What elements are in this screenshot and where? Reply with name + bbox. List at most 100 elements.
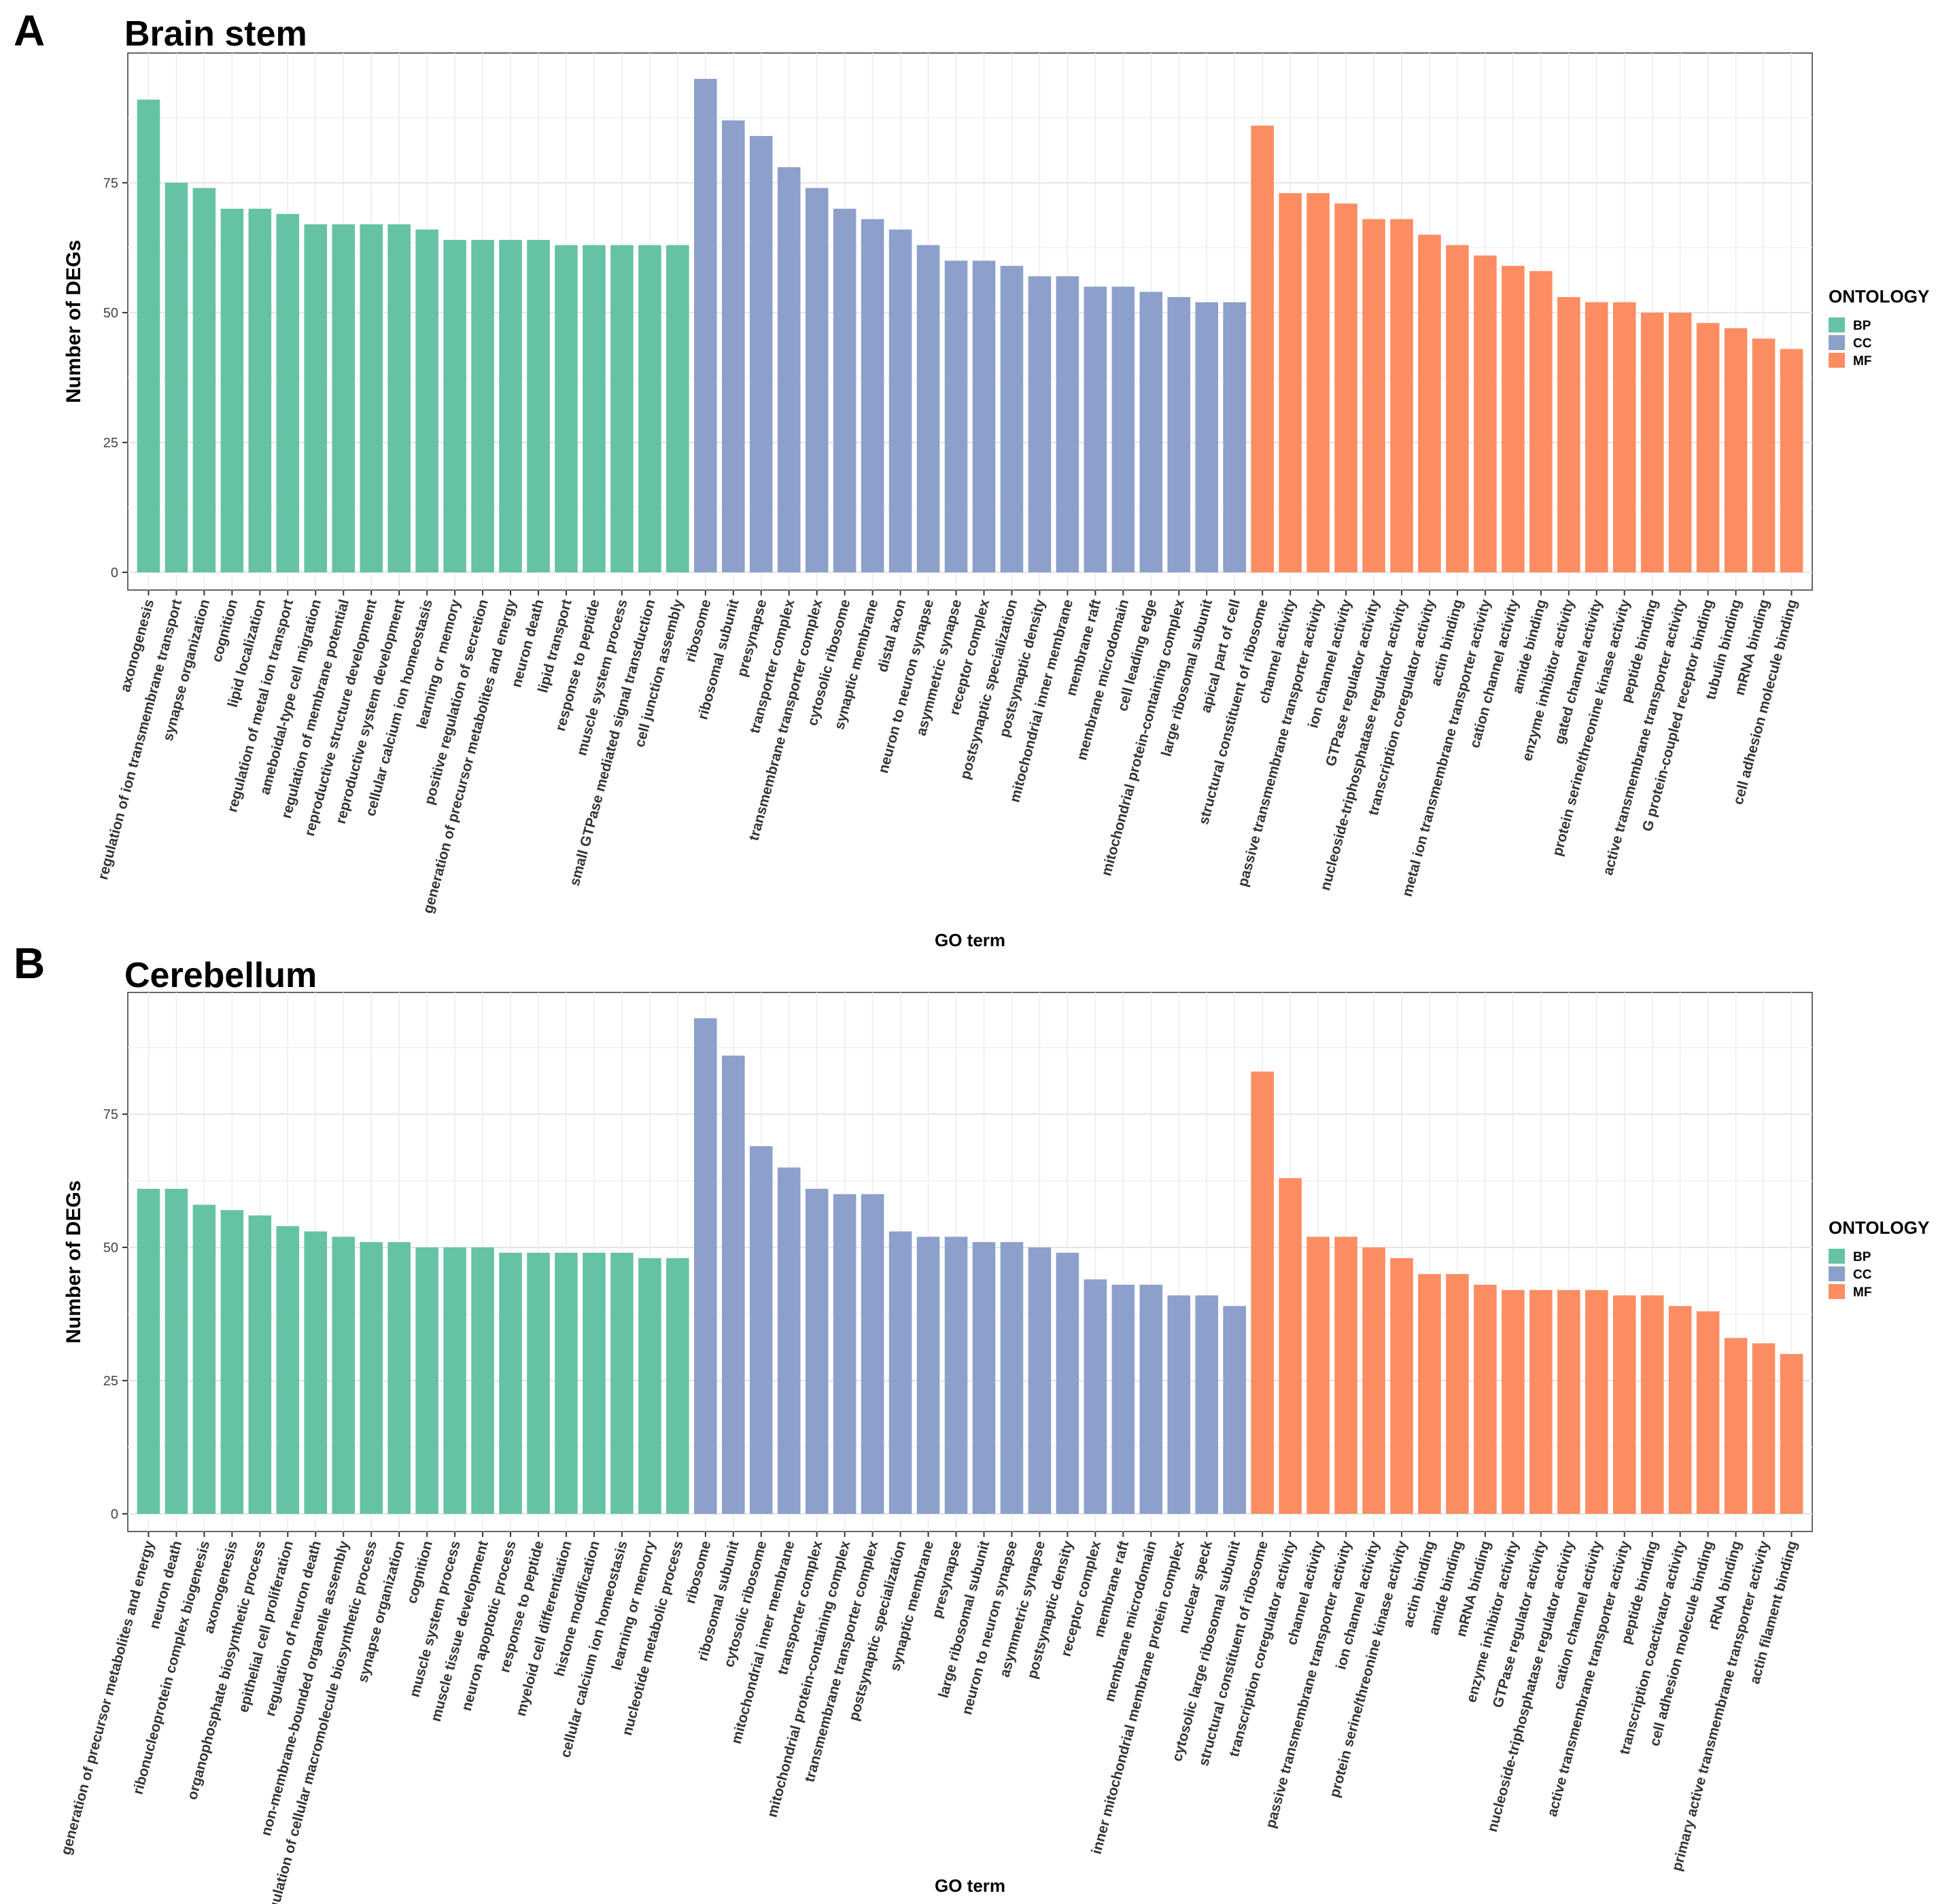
bar-neuron-apoptotic-process xyxy=(499,1252,522,1514)
bar-apical-part-of-cell xyxy=(1223,302,1246,572)
y-tick-label: 50 xyxy=(103,306,118,321)
bar-passive-transmembrane-transporter-activity xyxy=(1334,1236,1357,1514)
bar-mrna-binding xyxy=(1474,1284,1497,1514)
bars xyxy=(137,79,1803,573)
bar-postsynaptic-specialization xyxy=(888,1231,912,1514)
legend-swatch-cc xyxy=(1829,1266,1845,1281)
bar-amide-binding xyxy=(1529,271,1553,572)
bar-cation-channel-activity xyxy=(1502,266,1525,572)
legend-label-bp: BP xyxy=(1853,1250,1871,1264)
bar-receptor-complex xyxy=(972,260,996,572)
bar-membrane-microdomain xyxy=(1139,1284,1163,1514)
bar-passive-transmembrane-transporter-activity xyxy=(1307,193,1330,572)
bar-actin-filament-binding xyxy=(1780,1353,1803,1514)
bar-large-ribosomal-subunit xyxy=(972,1242,996,1514)
bar-cellular-calcium-ion-homeostasis xyxy=(610,1252,634,1514)
bar-regulation-of-membrane-potential xyxy=(332,224,356,572)
bar-non-membrane-bounded-organelle-assembly xyxy=(332,1236,356,1514)
bar-lipid-transport xyxy=(555,245,578,572)
bars xyxy=(137,1018,1803,1514)
bar-presynapse xyxy=(749,136,773,572)
bar-transporter-complex xyxy=(805,1188,829,1514)
bar-regulation-of-ion-transmembrane-transport xyxy=(165,182,188,572)
x-axis-title: GO term xyxy=(935,1875,1005,1896)
bar-mitochondrial-protein-containing-complex xyxy=(833,1194,857,1514)
bar-nucleoside-triphosphatase-regulator-activity xyxy=(1390,219,1413,572)
bar-regulation-of-cellular-macromolecule-biosynthetic-process xyxy=(360,1242,383,1514)
legend-label-cc: CC xyxy=(1853,1268,1872,1282)
bar-active-transmembrane-transporter-activity xyxy=(1612,1295,1636,1514)
bar-response-to-peptide xyxy=(527,1252,550,1514)
bar-neuron-to-neuron-synapse xyxy=(916,245,940,572)
bar-generation-of-precursor-metabolites-and-energy xyxy=(499,239,522,572)
y-tick-label: 0 xyxy=(111,566,118,581)
bar-presynapse xyxy=(944,1236,968,1514)
x-tick-label: cognition xyxy=(209,598,241,663)
bar-ribosome xyxy=(694,1018,717,1514)
panel-title-brain-stem: Brain stem xyxy=(124,14,307,54)
bar-lipid-localization xyxy=(248,209,272,573)
y-tick-label: 25 xyxy=(103,436,118,451)
y-axis-title: Number of DEGs xyxy=(63,1180,85,1343)
bar-metal-ion-transmembrane-transporter-activity xyxy=(1474,255,1497,572)
bar-postsynaptic-density xyxy=(1056,1252,1079,1514)
x-tick-label: cell adhesion molecule binding xyxy=(1730,598,1800,806)
legend: ONTOLOGY BP CC MF xyxy=(1829,286,1929,368)
bar-ribosome xyxy=(694,79,717,572)
bar-peptide-binding xyxy=(1640,312,1664,572)
legend-swatch-bp xyxy=(1829,317,1845,332)
y-tick-label: 75 xyxy=(103,1107,118,1122)
bar-regulation-of-metal-ion-transport xyxy=(276,213,300,573)
bar-organophosphate-biosynthetic-process xyxy=(248,1215,272,1514)
bar-amide-binding xyxy=(1446,1274,1469,1514)
bar-ion-channel-activity xyxy=(1362,1247,1385,1514)
legend-title: ONTOLOGY xyxy=(1829,286,1929,307)
bar-small-gtpase-mediated-signal-transduction xyxy=(638,245,661,572)
bar-transcription-coregulator-activity xyxy=(1418,235,1441,572)
bar-receptor-complex xyxy=(1084,1279,1107,1514)
bar-cellular-calcium-ion-homeostasis xyxy=(415,229,438,572)
bar-ribosomal-subunit xyxy=(721,120,745,572)
bar-cytosolic-ribosome xyxy=(749,1146,773,1514)
bar-inner-mitochondrial-membrane-protein-complex xyxy=(1167,1295,1191,1514)
bar-cytosolic-large-ribosomal-subunit xyxy=(1223,1306,1246,1514)
bar-axonogenesis xyxy=(220,1210,244,1514)
bar-synaptic-membrane xyxy=(861,219,884,572)
bar-mitochondrial-inner-membrane xyxy=(1056,276,1079,572)
legend-swatch-bp xyxy=(1829,1249,1845,1264)
bar-primary-active-transmembrane-transporter-activity xyxy=(1752,1343,1776,1514)
bar-epithelial-cell-proliferation xyxy=(276,1226,300,1514)
chart-cerebellum: 0 25 50 75 generation of precursor metabolit… xyxy=(58,992,1929,1904)
bar-cognition xyxy=(415,1247,438,1514)
bar-mitochondrial-protein-containing-complex xyxy=(1167,296,1191,572)
bar-myeloid-cell-differentiation xyxy=(555,1252,578,1514)
bar-response-to-peptide xyxy=(583,245,606,572)
legend-title: ONTOLOGY xyxy=(1829,1217,1929,1238)
bar-structural-constituent-of-ribosome xyxy=(1251,125,1274,573)
bar-ribosomal-subunit xyxy=(721,1055,745,1514)
bar-structural-constituent-of-ribosome xyxy=(1251,1071,1274,1514)
bar-cell-adhesion-molecule-binding xyxy=(1696,1311,1720,1514)
bar-mitochondrial-inner-membrane xyxy=(777,1167,801,1514)
legend-label-mf: MF xyxy=(1853,354,1871,368)
bar-cytosolic-ribosome xyxy=(833,209,857,573)
bar-postsynaptic-density xyxy=(1028,276,1052,572)
bar-neuron-death xyxy=(527,239,550,572)
y-axis-title: Number of DEGs xyxy=(63,240,85,403)
x-tick-label: cognition xyxy=(404,1539,436,1605)
bar-muscle-tissue-development xyxy=(471,1247,494,1514)
bar-transmembrane-transporter-complex xyxy=(805,188,829,572)
x-tick-label: ribosome xyxy=(682,1539,714,1605)
bar-neuron-to-neuron-synapse xyxy=(1000,1242,1024,1514)
bar-membrane-raft xyxy=(1111,1284,1135,1514)
bar-gated-channel-activity xyxy=(1585,302,1608,572)
bar-asymmetric-synapse xyxy=(944,260,968,572)
bar-cell-adhesion-molecule-binding xyxy=(1780,349,1803,572)
bar-actin-binding xyxy=(1418,1274,1441,1514)
bar-generation-of-precursor-metabolites-and-energy xyxy=(137,1188,160,1514)
bar-distal-axon xyxy=(888,229,912,572)
bar-asymmetric-synapse xyxy=(1028,1247,1052,1514)
bar-transporter-complex xyxy=(777,167,801,573)
legend: ONTOLOGY BP CC MF xyxy=(1829,1217,1929,1300)
